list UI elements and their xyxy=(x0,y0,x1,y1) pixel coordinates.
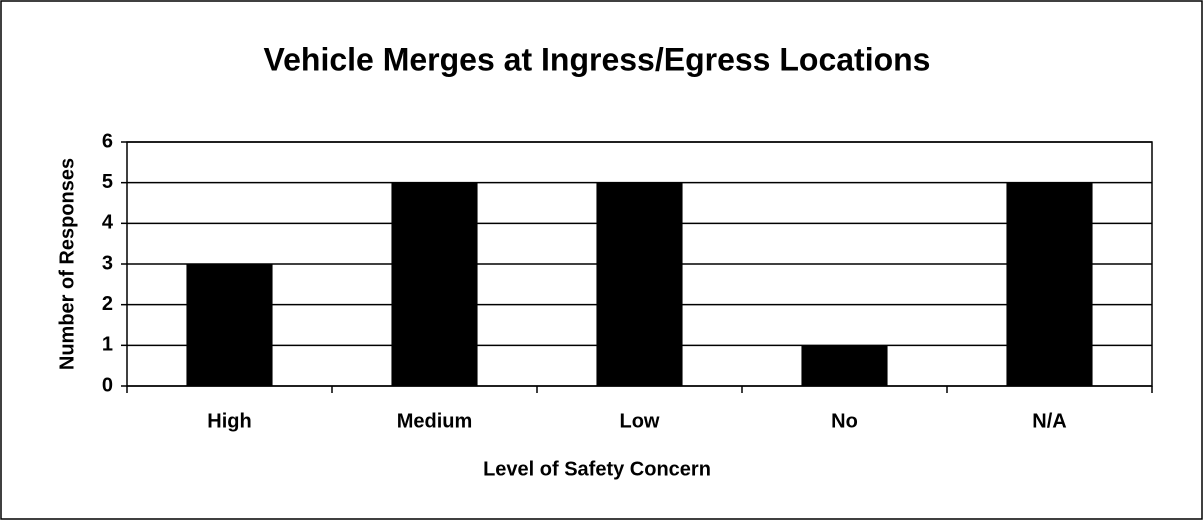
x-tick-label: N/A xyxy=(1032,410,1066,432)
x-axis-label: Level of Safety Concern xyxy=(483,458,711,480)
bar xyxy=(186,264,273,386)
y-tick-label: 1 xyxy=(102,334,113,356)
y-axis-label: Number of Responses xyxy=(56,158,78,370)
x-tick-label: Medium xyxy=(397,410,473,432)
y-tick-label: 4 xyxy=(102,212,114,234)
bar xyxy=(596,182,683,386)
y-tick-label: 0 xyxy=(102,374,113,396)
bar xyxy=(801,345,888,386)
bar xyxy=(1006,182,1093,386)
y-tick-label: 5 xyxy=(102,171,113,193)
x-tick-label: No xyxy=(831,410,858,432)
x-tick-label: High xyxy=(207,410,251,432)
chart-title: Vehicle Merges at Ingress/Egress Locatio… xyxy=(264,41,931,77)
y-tick-label: 6 xyxy=(102,130,113,152)
bar xyxy=(391,182,478,386)
x-tick-label: Low xyxy=(620,410,660,432)
y-tick-label: 2 xyxy=(102,293,113,315)
y-tick-label: 3 xyxy=(102,252,113,274)
